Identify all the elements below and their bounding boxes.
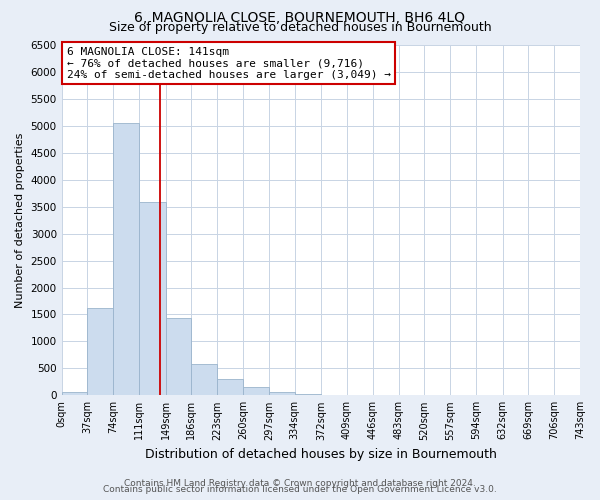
Text: Contains HM Land Registry data © Crown copyright and database right 2024.: Contains HM Land Registry data © Crown c… [124,478,476,488]
Text: 6, MAGNOLIA CLOSE, BOURNEMOUTH, BH6 4LQ: 6, MAGNOLIA CLOSE, BOURNEMOUTH, BH6 4LQ [134,12,466,26]
Bar [191,364,217,396]
Bar [166,318,191,396]
Bar [62,392,88,396]
Bar [88,308,113,396]
Bar [269,392,295,396]
X-axis label: Distribution of detached houses by size in Bournemouth: Distribution of detached houses by size … [145,448,497,461]
Text: Contains public sector information licensed under the Open Government Licence v3: Contains public sector information licen… [103,485,497,494]
Bar [113,122,139,396]
Y-axis label: Number of detached properties: Number of detached properties [15,132,25,308]
Bar [217,379,243,396]
Text: Size of property relative to detached houses in Bournemouth: Size of property relative to detached ho… [109,22,491,35]
Bar [295,394,321,396]
Text: 6 MAGNOLIA CLOSE: 141sqm
← 76% of detached houses are smaller (9,716)
24% of sem: 6 MAGNOLIA CLOSE: 141sqm ← 76% of detach… [67,47,391,80]
Bar [243,387,269,396]
Bar [139,202,166,396]
